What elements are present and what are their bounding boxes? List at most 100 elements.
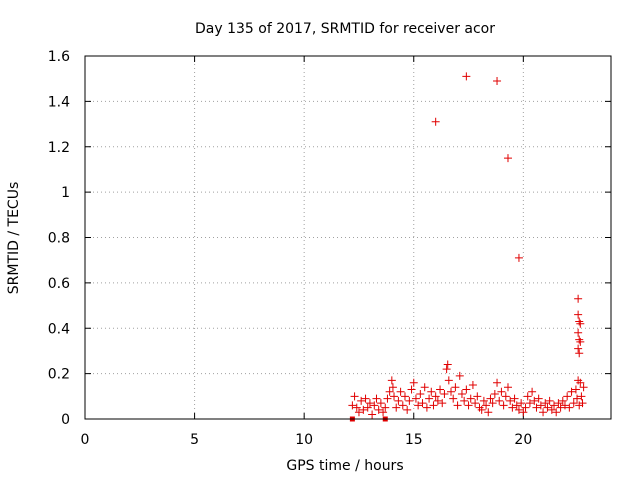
data-point bbox=[528, 387, 537, 396]
data-point bbox=[357, 396, 366, 405]
x-tick-label: 0 bbox=[81, 432, 90, 448]
data-point bbox=[547, 405, 556, 414]
y-tick-label: 1.4 bbox=[48, 94, 70, 110]
data-point bbox=[388, 383, 397, 392]
data-point bbox=[422, 403, 431, 412]
data-point bbox=[503, 154, 512, 163]
data-point bbox=[578, 399, 587, 408]
data-point bbox=[372, 394, 381, 403]
data-point bbox=[514, 405, 523, 414]
y-axis-title: SRMTID / TECUs bbox=[6, 182, 22, 295]
data-point bbox=[482, 401, 491, 410]
data-point bbox=[563, 392, 572, 401]
data-point bbox=[577, 392, 586, 401]
data-point bbox=[497, 387, 506, 396]
data-point bbox=[385, 387, 394, 396]
data-point bbox=[493, 378, 502, 387]
data-point bbox=[479, 396, 488, 405]
data-point bbox=[574, 294, 583, 303]
data-point bbox=[460, 396, 469, 405]
x-tick-label: 15 bbox=[405, 432, 423, 448]
y-tick-label: 1.2 bbox=[48, 140, 70, 156]
data-point bbox=[525, 399, 534, 408]
data-point bbox=[416, 390, 425, 399]
grid bbox=[85, 56, 611, 419]
data-point bbox=[579, 383, 588, 392]
data-point bbox=[390, 392, 399, 401]
y-tick-label: 0.6 bbox=[48, 276, 70, 292]
data-point bbox=[354, 408, 363, 417]
data-point bbox=[550, 401, 559, 410]
data-point bbox=[392, 403, 401, 412]
data-point bbox=[521, 403, 530, 412]
data-point bbox=[455, 371, 464, 380]
plot-frame bbox=[84, 55, 612, 420]
x-tick-label: 10 bbox=[295, 432, 313, 448]
data-point bbox=[490, 390, 499, 399]
data-point bbox=[558, 396, 567, 405]
data-point bbox=[574, 328, 583, 337]
data-point bbox=[407, 385, 416, 394]
data-point bbox=[409, 378, 418, 387]
y-tick-label: 0 bbox=[61, 412, 70, 428]
data-point bbox=[530, 396, 539, 405]
x-tick-label: 20 bbox=[514, 432, 532, 448]
data-point bbox=[398, 401, 407, 410]
data-point bbox=[543, 403, 552, 412]
data-point bbox=[403, 405, 412, 414]
data-point bbox=[444, 376, 453, 385]
chart-title: Day 135 of 2017, SRMTID for receiver aco… bbox=[195, 21, 495, 37]
data-point bbox=[554, 399, 563, 408]
data-point bbox=[569, 399, 578, 408]
data-point bbox=[447, 387, 456, 396]
data-point bbox=[352, 403, 361, 412]
data-points bbox=[348, 72, 588, 422]
data-point bbox=[411, 394, 420, 403]
data-point bbox=[381, 403, 390, 412]
data-point bbox=[442, 365, 451, 374]
data-point bbox=[394, 396, 403, 405]
data-point bbox=[431, 117, 440, 126]
data-point bbox=[486, 394, 495, 403]
data-point bbox=[574, 344, 583, 353]
data-point bbox=[400, 392, 409, 401]
y-tick-label: 0.4 bbox=[48, 321, 70, 337]
data-point bbox=[433, 396, 442, 405]
data-point bbox=[552, 408, 561, 417]
y-tick-label: 1 bbox=[61, 185, 70, 201]
data-point bbox=[370, 401, 379, 410]
data-point bbox=[368, 410, 377, 419]
data-point bbox=[466, 394, 475, 403]
x-tick-label: 5 bbox=[190, 432, 199, 448]
data-point bbox=[571, 385, 580, 394]
data-point bbox=[438, 399, 447, 408]
data-point bbox=[532, 403, 541, 412]
data-point bbox=[464, 401, 473, 410]
data-point bbox=[449, 394, 458, 403]
data-point bbox=[517, 399, 526, 408]
data-point bbox=[457, 390, 466, 399]
data-point bbox=[440, 390, 449, 399]
data-point bbox=[420, 383, 429, 392]
data-point bbox=[429, 401, 438, 410]
data-point bbox=[573, 394, 582, 403]
data-point bbox=[576, 337, 585, 346]
data-point bbox=[473, 392, 482, 401]
data-point bbox=[493, 76, 502, 85]
data-point bbox=[536, 401, 545, 410]
data-point bbox=[414, 401, 423, 410]
data-point bbox=[462, 72, 471, 81]
data-point bbox=[379, 408, 388, 417]
data-point bbox=[576, 319, 585, 328]
data-point bbox=[499, 401, 508, 410]
data-point bbox=[363, 403, 372, 412]
data-point bbox=[488, 399, 497, 408]
data-point bbox=[541, 399, 550, 408]
data-point bbox=[506, 396, 515, 405]
data-point bbox=[514, 253, 523, 262]
data-point bbox=[443, 360, 452, 369]
data-point bbox=[350, 392, 359, 401]
data-point bbox=[484, 408, 493, 417]
